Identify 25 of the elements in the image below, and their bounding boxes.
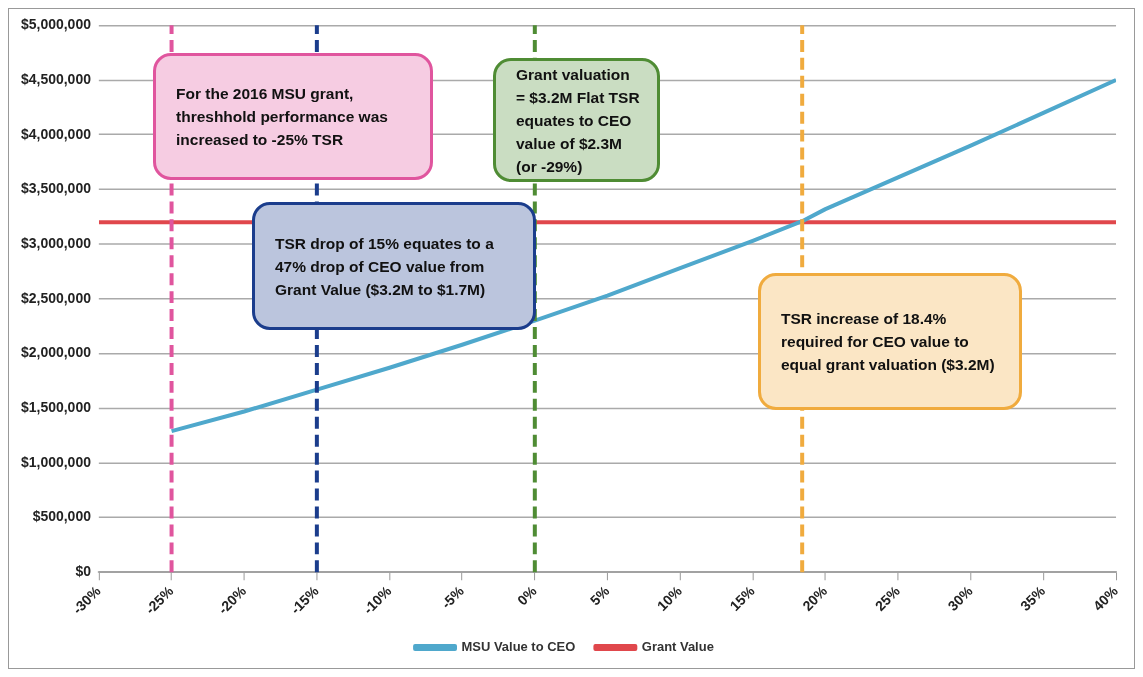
annotation: Grant valuation = $3.2M Flat TSR equates to CEO value of $2.3M (or -29%): [516, 64, 641, 177]
callout-box: TSR drop of 15% equates to a 47% drop of CEO value from Grant Value ($3.2M to $1.7M): [252, 202, 536, 330]
y-tick-label: $500,000: [32, 508, 92, 525]
annotation: TSR increase of 18.4% required for CEO value to equal grant valuation ($3.2M): [781, 309, 996, 375]
y-tick-label: $2,500,000: [21, 289, 92, 306]
y-tick-label: $2,000,000: [21, 344, 92, 361]
x-tick-label: -5%: [438, 582, 468, 612]
y-tick-label: $0: [75, 563, 92, 580]
y-tick-label: $4,500,000: [21, 70, 92, 87]
y-tick-label: $3,500,000: [21, 180, 92, 197]
annotation: TSR drop of 15% equates to a 47% drop of CEO value from Grant Value ($3.2M to $1.7M): [275, 233, 495, 300]
x-tick-label: 40%: [1089, 582, 1122, 614]
legend-label: Grant Value: [641, 639, 714, 655]
y-tick-label: $4,000,000: [21, 125, 92, 142]
legend-label: MSU Value to CEO: [461, 639, 576, 655]
y-tick-label: $1,500,000: [21, 399, 92, 416]
y-tick-label: $5,000,000: [21, 16, 92, 33]
y-tick-label: $3,000,000: [21, 234, 92, 251]
x-tick-label: 5%: [586, 582, 613, 609]
callout-box: For the 2016 MSU grant, threshhold performance was increased to -25% TSR: [153, 53, 433, 180]
callout-box: TSR increase of 18.4% required for CEO value to equal grant valuation ($3.2M): [758, 273, 1022, 410]
x-tick-label: 0%: [514, 582, 541, 609]
callout-box: Grant valuation = $3.2M Flat TSR equates to CEO value of $2.3M (or -29%): [493, 58, 660, 182]
annotation: For the 2016 MSU grant, threshhold performance was increased to -25% TSR: [176, 84, 389, 150]
y-tick-label: $1,000,000: [21, 453, 92, 470]
